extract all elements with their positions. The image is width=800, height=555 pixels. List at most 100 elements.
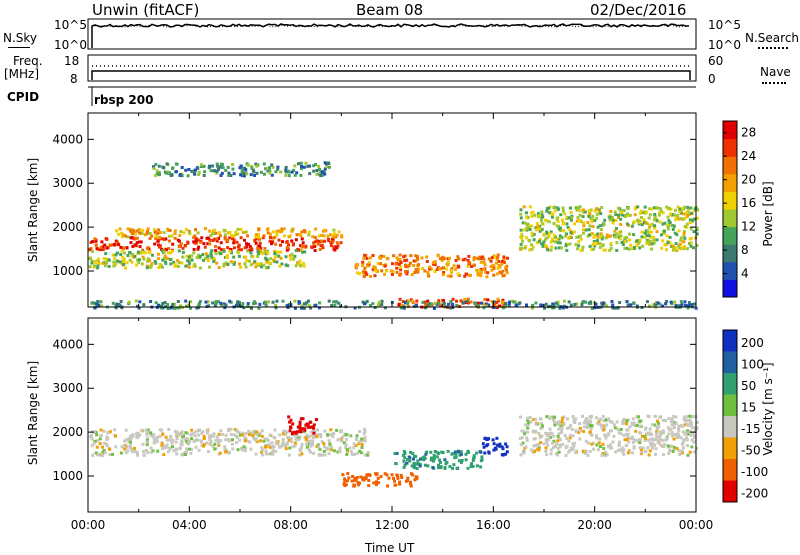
velocity-cell <box>271 451 275 454</box>
power-cell <box>675 233 679 237</box>
velocity-cell <box>341 435 345 439</box>
velocity-cell <box>231 438 234 442</box>
power-cell <box>228 236 232 240</box>
power-cell <box>277 229 281 233</box>
velocity-cell <box>377 481 380 485</box>
power-cell <box>674 247 678 251</box>
power-cell <box>130 260 134 264</box>
power-cell <box>239 236 243 240</box>
power-cell <box>492 273 496 277</box>
velocity-cell <box>439 460 442 464</box>
power-cell <box>328 233 332 237</box>
power-cell <box>275 229 279 233</box>
power-cell <box>558 241 562 245</box>
velocity-cell <box>99 453 102 457</box>
velocity-cell <box>409 484 413 488</box>
power-cell <box>186 240 190 244</box>
power-cell <box>178 173 182 177</box>
power-cell <box>185 254 189 258</box>
velocity-cell <box>163 446 167 450</box>
power-cell <box>451 297 455 301</box>
power-cell <box>655 230 659 234</box>
velocity-cell <box>574 430 578 434</box>
power-cell <box>655 219 659 223</box>
power-cell <box>487 257 491 261</box>
power-cell <box>472 256 476 260</box>
power-cell <box>397 303 401 307</box>
power-cell <box>112 264 116 268</box>
power-cell <box>583 210 587 214</box>
power-cell <box>296 247 300 251</box>
velocity-cell <box>273 428 277 432</box>
velocity-cell <box>255 430 259 434</box>
velocity-cell <box>647 453 651 457</box>
velocity-cell <box>281 432 285 436</box>
velocity-cell <box>105 444 109 448</box>
velocity-cell <box>129 437 133 441</box>
velocity-cell <box>358 440 362 444</box>
power-cell <box>671 244 675 248</box>
power-cell <box>244 265 248 269</box>
power-cell <box>247 242 251 246</box>
velocity-cell <box>122 444 126 448</box>
nave-tick-top: 60 <box>708 54 724 68</box>
velocity-cell <box>495 443 499 447</box>
power-cell <box>479 257 483 260</box>
power-cell <box>241 302 245 306</box>
power-cell <box>209 233 213 237</box>
velocity-cell <box>674 422 678 426</box>
power-cell <box>121 233 125 237</box>
velocity-cell <box>684 431 688 435</box>
velocity-cell <box>424 452 428 456</box>
power-cell <box>152 165 156 169</box>
power-cell <box>261 251 265 255</box>
power-panel-frame <box>87 112 697 308</box>
velocity-cell <box>128 443 132 447</box>
power-cell <box>243 246 247 250</box>
power-cell <box>680 246 684 250</box>
power-cell <box>695 243 699 247</box>
power-cell <box>234 232 238 236</box>
power-cell <box>166 251 170 255</box>
power-cell <box>271 236 275 240</box>
velocity-cell <box>344 433 348 436</box>
velocity-cell <box>127 440 131 444</box>
power-cell <box>669 207 673 211</box>
velocity-cell <box>128 434 132 438</box>
power-cell <box>397 262 401 266</box>
power-cell <box>162 231 166 235</box>
velocity-cell <box>309 420 313 424</box>
power-cell <box>244 168 248 172</box>
power-cell <box>314 240 318 244</box>
velocity-ytick-label: 1000 <box>52 469 83 483</box>
power-cell <box>213 228 217 232</box>
velocity-cell <box>279 444 283 448</box>
power-cell <box>335 241 339 245</box>
power-cell <box>275 231 279 235</box>
power-cell <box>252 300 256 304</box>
velocity-cell <box>553 420 556 424</box>
velocity-cell <box>672 423 676 427</box>
power-cell <box>313 236 317 239</box>
power-cell <box>93 264 96 268</box>
power-cell <box>273 249 277 253</box>
velocity-cell <box>390 473 394 477</box>
velocity-cell <box>152 441 156 445</box>
power-cell <box>580 303 584 307</box>
power-cell <box>689 227 693 231</box>
power-cell <box>332 235 335 239</box>
power-cell <box>668 221 672 225</box>
velocity-cell <box>555 453 559 457</box>
power-cell <box>446 260 450 264</box>
velocity-cell <box>501 447 505 451</box>
velocity-cell <box>560 430 564 434</box>
power-cell <box>257 306 261 310</box>
velocity-cell <box>638 424 642 428</box>
velocity-cell <box>366 453 370 457</box>
velocity-cell <box>569 446 573 450</box>
velocity-cell <box>345 479 349 483</box>
power-cell <box>108 243 112 247</box>
velocity-cell <box>206 431 209 435</box>
velocity-cell <box>630 451 634 455</box>
velocity-cell <box>500 453 504 457</box>
